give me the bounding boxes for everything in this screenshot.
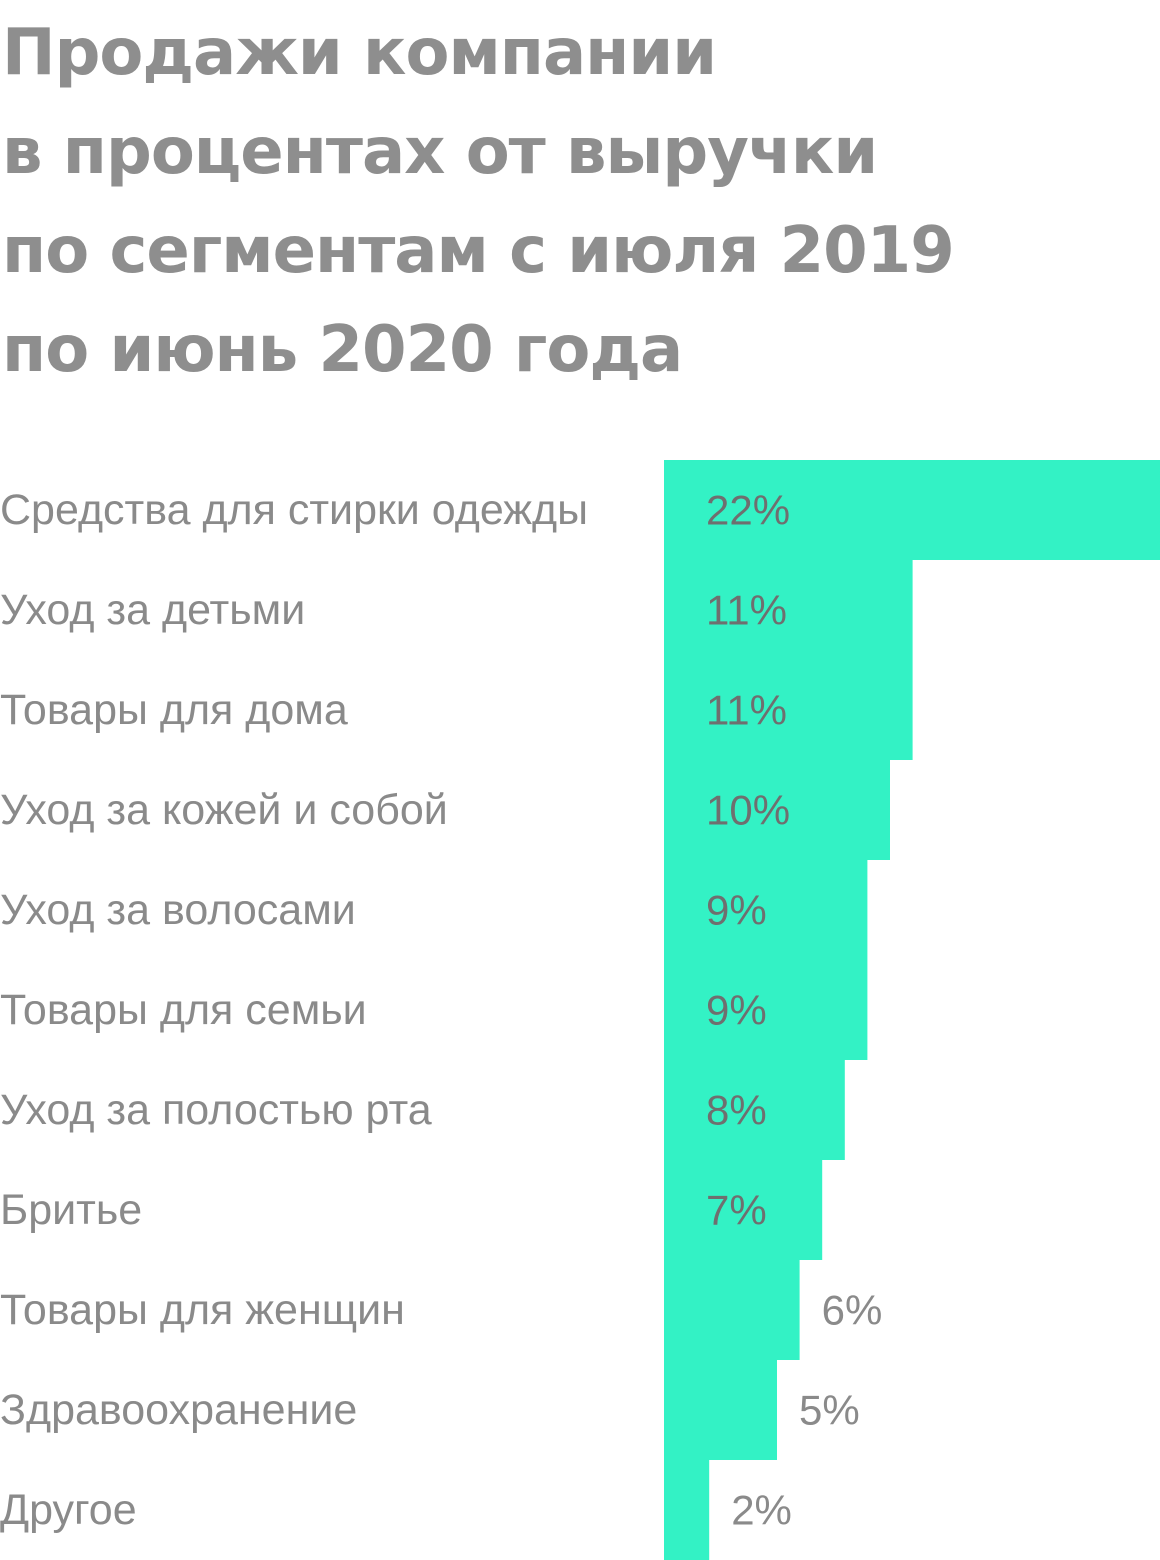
chart-title-line-2: в процентах от выручки [2, 115, 878, 189]
bar-11 [664, 1460, 710, 1560]
value-label-9: 6% [822, 1287, 883, 1334]
bar-2 [664, 560, 913, 660]
bar-5 [664, 860, 868, 960]
chart-title-line-3: по сегментам с июля 2019 [2, 214, 955, 288]
bar-3 [664, 660, 913, 760]
value-label-3: 11% [706, 687, 787, 734]
value-label-5: 9% [706, 887, 767, 934]
bar-6 [664, 960, 868, 1060]
category-label-11: Другое [0, 1486, 137, 1534]
bar-4 [664, 760, 890, 860]
bar-7 [664, 1060, 845, 1160]
value-label-7: 8% [706, 1087, 767, 1134]
category-label-8: Бритье [0, 1186, 142, 1234]
chart-title-line-4: по июнь 2020 года [2, 313, 683, 387]
category-label-2: Уход за детьми [0, 586, 305, 634]
category-labels-group: Средства для стирки одежды Уход за детьми… [0, 486, 588, 1534]
bar-8 [664, 1160, 823, 1260]
value-label-10: 5% [799, 1387, 860, 1434]
category-label-7: Уход за полостью рта [0, 1086, 432, 1134]
category-label-3: Товары для дома [0, 686, 348, 734]
bar-10 [664, 1360, 777, 1460]
chart-title: Продажи компании в процентах от выручки … [2, 4, 1142, 400]
value-label-8: 7% [706, 1187, 767, 1234]
value-label-4: 10% [706, 787, 790, 834]
category-label-10: Здравоохранение [0, 1386, 357, 1434]
bar-9 [664, 1260, 800, 1360]
bar-1 [664, 460, 1160, 560]
chart-title-line-1: Продажи компании [2, 16, 717, 90]
category-label-6: Товары для семьи [0, 986, 367, 1034]
value-labels-group: 22% 11% 11% 10% 9% 9% 8% 7% 6% 5% 2% [706, 487, 882, 1534]
category-label-4: Уход за кожей и собой [0, 786, 448, 834]
bars-group [664, 460, 1160, 1560]
value-label-11: 2% [731, 1487, 792, 1534]
category-label-9: Товары для женщин [0, 1286, 405, 1334]
category-label-1: Средства для стирки одежды [0, 486, 588, 534]
value-label-6: 9% [706, 987, 767, 1034]
value-label-1: 22% [706, 487, 790, 534]
category-label-5: Уход за волосами [0, 886, 356, 934]
value-label-2: 11% [706, 587, 787, 634]
